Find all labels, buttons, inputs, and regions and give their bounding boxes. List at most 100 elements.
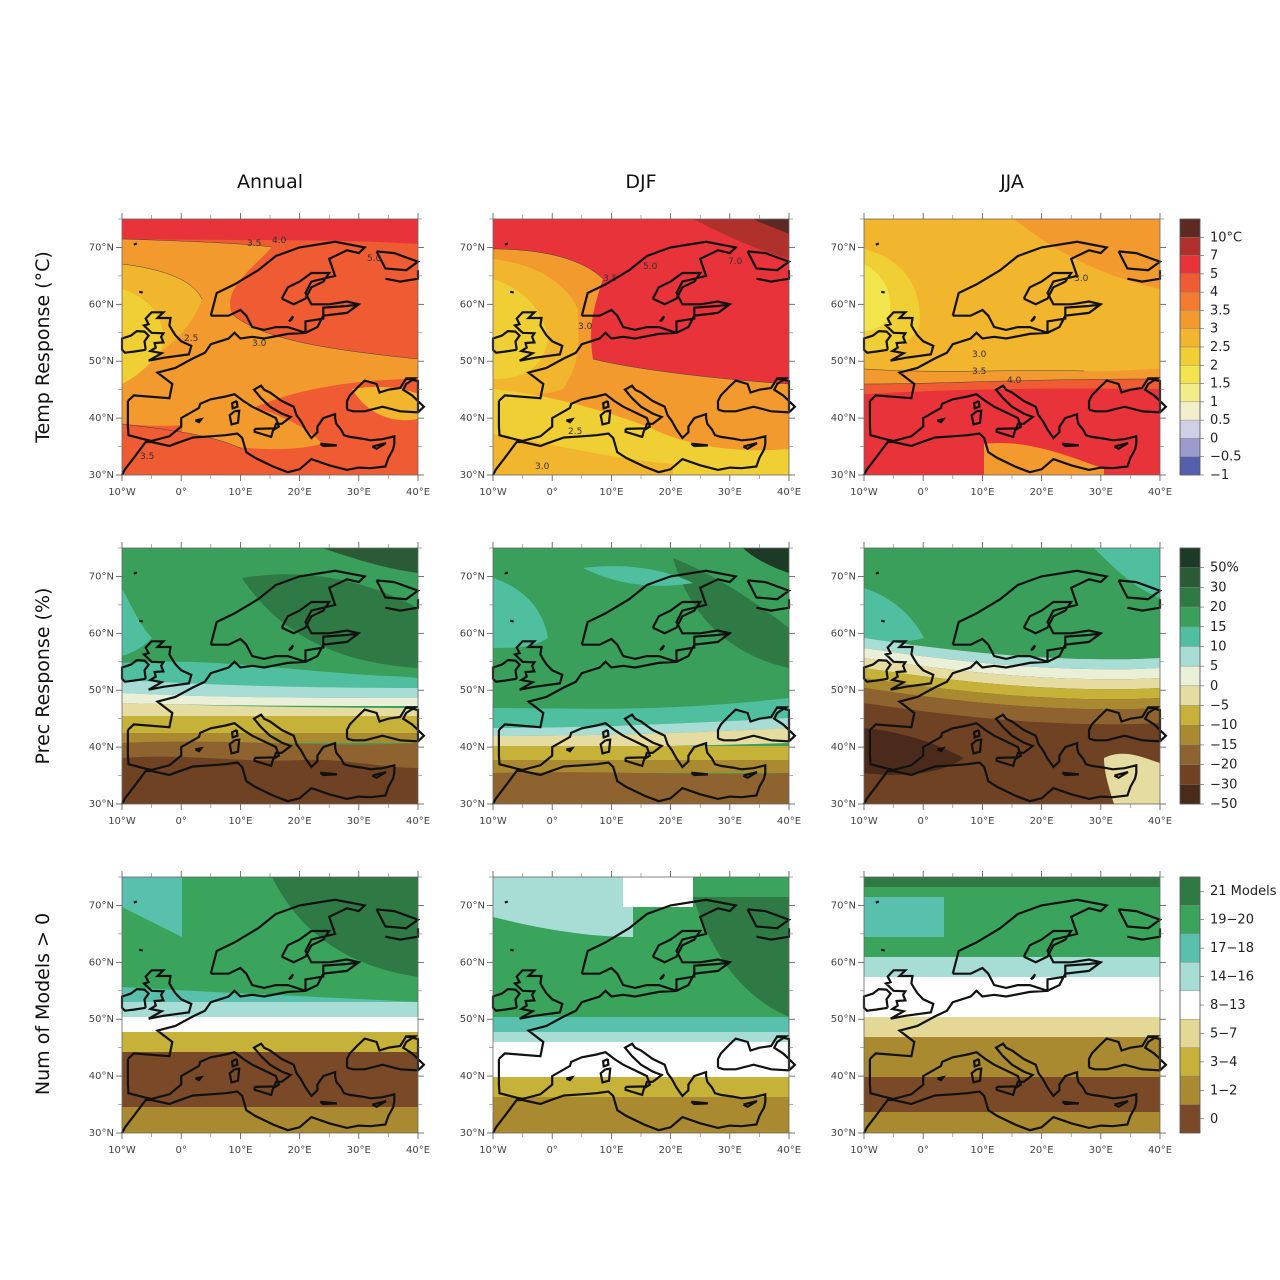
lat-tick-label: 60°N [831,957,856,968]
legend-label: 4 [1210,285,1218,300]
legend-swatch [1179,1075,1201,1105]
legend-swatch [1179,962,1201,991]
temp-contours [122,238,418,450]
lon-tick-label: 10°W [479,1145,507,1156]
prec-band-neg20 [864,688,1160,725]
legend-swatch [1179,933,1201,963]
lat-tick-label: 70°N [831,900,856,911]
prec-band-10-north [583,566,693,586]
column-title-djf: DJF [625,171,656,193]
legend-layer: 10°C 7 5 4 3.5 3 2.5 2 1.5 1 0.5 0 −0.5 −1 50% 30 20 15 10… [1179,218,1277,1134]
legend-label: 10°C [1210,230,1242,245]
legend-swatch [1179,764,1201,785]
legend-label: 5 [1210,659,1218,674]
prec-band-0 [122,693,418,706]
legend-label: 3.5 [1210,303,1231,318]
legend-swatch [1179,725,1201,746]
lat-tick-label: 60°N [460,628,485,639]
legend-swatch [1179,784,1201,805]
lon-tick-label: 40°E [777,1145,801,1156]
prec-band-0 [864,648,1160,680]
contour-label: 3.0 [972,350,987,360]
lon-tick-label: 40°E [406,1145,430,1156]
legend-label: 5−7 [1210,1026,1237,1041]
legend-label: −20 [1210,758,1237,773]
legend-swatch [1179,685,1201,706]
prec-band-neg30 [122,756,418,804]
prec-band-neg5 [493,728,789,747]
lon-tick-label: 0° [176,1145,187,1156]
lat-tick-label: 30°N [89,470,114,481]
legend-swatch [1179,310,1201,329]
legend-label: −50 [1210,797,1237,812]
contour-label: 2.5 [184,334,198,344]
lon-tick-label: 10°W [108,1145,136,1156]
legend-swatch [1179,273,1201,293]
contour-label: 3.0 [535,462,550,472]
lon-tick-label: 10°E [228,1145,252,1156]
prec-band-10 [493,578,548,648]
lat-tick-label: 40°N [831,413,856,424]
prec-band-30 [322,548,418,573]
contour-label: 3.0 [578,322,593,332]
legend-swatch [1179,419,1201,439]
legend-swatch [1179,328,1201,348]
map-models-jja [862,876,1168,1134]
legend-label: −1 [1210,468,1229,483]
models-band-17-18-west [122,877,182,937]
lon-tick-label: 20°E [659,1145,683,1156]
lat-tick-label: 40°N [831,742,856,753]
temp-band-3 [1014,219,1160,289]
axes-r0-c0: 10°W 0° 10°E 20°E 30°E 40°E 30°N 40°N 50°N 60°N 70… [89,213,430,498]
legend-models: 21 Models 19−20 17−18 14−16 8−13 5−7 3−4 1−2 0 [1179,876,1277,1134]
temp-band-1-5 [864,264,891,331]
legend-label: 7 [1210,249,1218,264]
legend-swatch [1179,438,1201,457]
legend-swatch [1179,606,1201,627]
legend-swatch [1179,665,1201,687]
legend-label: 5 [1210,267,1218,282]
prec-band-neg10 [122,716,418,733]
legend-label: 2 [1210,358,1218,373]
lat-tick-label: 30°N [460,799,485,810]
lat-tick-label: 40°N [460,413,485,424]
temp-band-5 [122,219,418,244]
prec-band-neg15 [122,733,418,743]
lat-tick-label: 30°N [460,1128,485,1139]
legend-label: 20 [1210,600,1227,615]
legend-frame [1179,547,1201,805]
legend-label: 0 [1210,431,1218,446]
row-title-models: Num of Models > 0 [32,913,54,1095]
contour-label: 5.0 [643,262,658,272]
temp-band-7 [693,219,789,259]
legend-label: 21 Models [1210,884,1277,899]
lon-tick-label: 10°E [599,1145,623,1156]
models-band-21 [272,877,418,977]
lat-tick-label: 60°N [460,957,485,968]
contour-label: 5.0 [367,254,382,264]
prec-band-20 [242,574,418,668]
lat-tick-label: 50°N [460,1014,485,1025]
legend-swatch [1179,218,1201,238]
prec-band-neg5-east [1104,753,1160,804]
map-temp-jja: 3.0 3.0 3.5 4.0 [862,218,1168,476]
lat-tick-label: 30°N [831,799,856,810]
lat-tick-label: 50°N [460,356,485,367]
lon-tick-label: 0° [547,487,558,498]
lat-tick-label: 70°N [89,571,114,582]
legend-swatch [1179,456,1201,476]
prec-band-neg50 [864,728,964,775]
legend-label: −10 [1210,718,1237,733]
contour-label: 7.0 [728,257,743,267]
lat-tick-label: 40°N [89,1071,114,1082]
legend-swatch [1179,1104,1201,1134]
lon-tick-label: 30°E [347,1145,371,1156]
prec-band-10-west [864,588,924,643]
legend-swatch [1179,990,1201,1020]
lat-tick-label: 50°N [89,356,114,367]
lon-tick-label: 10°W [850,816,878,827]
lon-tick-label: 20°E [659,816,683,827]
legend-label: 19−20 [1210,913,1254,928]
contour-label: 3.0 [252,339,267,349]
lat-tick-label: 60°N [89,957,114,968]
